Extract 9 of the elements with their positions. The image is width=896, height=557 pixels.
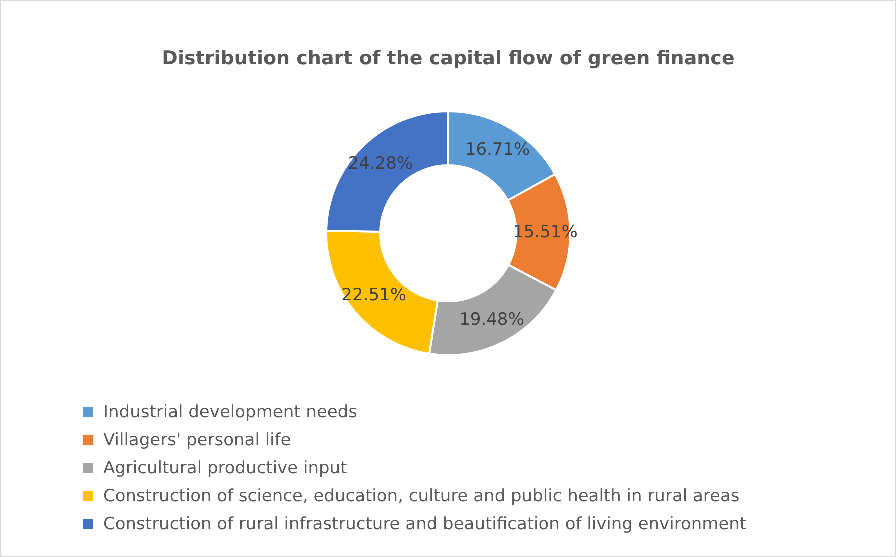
legend-label: Construction of rural infrastructure and beautification of living environment <box>104 514 747 534</box>
data-label: 16.71% <box>465 140 530 160</box>
legend-label: Agricultural productive input <box>104 458 348 478</box>
legend-label: Industrial development needs <box>104 402 358 422</box>
data-label: 24.28% <box>348 154 414 174</box>
legend-label: Villagers' personal life <box>104 430 292 450</box>
chart-title: Distribution chart of the capital flow of green finance <box>162 48 735 70</box>
legend-label: Construction of science, education, culture and public health in rural areas <box>104 486 740 506</box>
data-label: 19.48% <box>460 310 524 330</box>
